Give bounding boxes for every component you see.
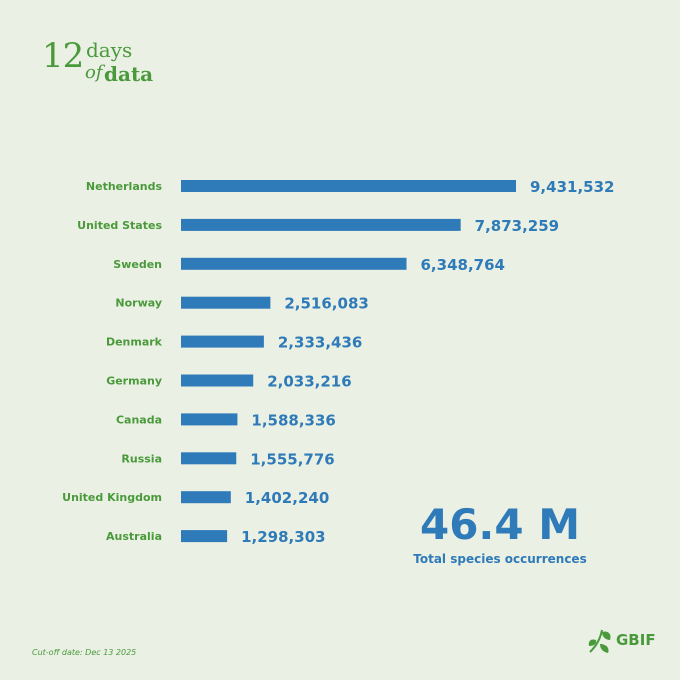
twelve-days-of-data-logo: 12 days of data bbox=[42, 34, 172, 94]
bar bbox=[181, 491, 231, 504]
logo-data: data bbox=[104, 62, 154, 86]
logo-days: days bbox=[86, 38, 133, 62]
value-label: 1,402,240 bbox=[245, 489, 329, 507]
bar bbox=[181, 530, 228, 543]
cutoff-date: Cut-off date: Dec 13 2025 bbox=[32, 648, 137, 657]
category-label: Canada bbox=[116, 413, 162, 426]
category-label: United States bbox=[77, 219, 162, 232]
gbif-text: GBIF bbox=[616, 631, 656, 649]
logo-of: of bbox=[85, 62, 103, 83]
category-label: United Kingdom bbox=[62, 491, 162, 504]
bar bbox=[181, 413, 238, 426]
category-label: Germany bbox=[106, 375, 162, 388]
bar bbox=[181, 296, 271, 309]
value-label: 1,298,303 bbox=[241, 528, 325, 546]
category-label: Norway bbox=[115, 297, 162, 310]
total-label: Total species occurrences bbox=[413, 552, 587, 566]
value-label: 1,588,336 bbox=[251, 411, 335, 429]
bar bbox=[181, 452, 237, 465]
bar bbox=[181, 374, 254, 387]
total-value: 46.4 M bbox=[419, 500, 581, 549]
total-summary: 46.4 M Total species occurrences bbox=[400, 500, 600, 566]
category-label: Russia bbox=[121, 452, 162, 465]
logo-number: 12 bbox=[42, 36, 84, 76]
value-label: 2,333,436 bbox=[278, 334, 362, 352]
value-label: 9,431,532 bbox=[530, 178, 614, 196]
category-label: Sweden bbox=[113, 258, 162, 271]
bar bbox=[181, 218, 461, 231]
value-label: 6,348,764 bbox=[421, 256, 505, 274]
value-label: 7,873,259 bbox=[475, 217, 559, 235]
value-label: 1,555,776 bbox=[250, 450, 334, 468]
leaf-icon bbox=[588, 629, 611, 653]
gbif-logo: GBIF bbox=[586, 626, 656, 656]
bar bbox=[181, 335, 264, 348]
value-label: 2,033,216 bbox=[267, 373, 351, 391]
bar bbox=[181, 180, 516, 192]
bar bbox=[181, 257, 407, 270]
category-label: Denmark bbox=[106, 336, 163, 349]
category-label: Netherlands bbox=[86, 180, 163, 193]
category-label: Australia bbox=[106, 530, 162, 543]
value-label: 2,516,083 bbox=[284, 295, 368, 313]
